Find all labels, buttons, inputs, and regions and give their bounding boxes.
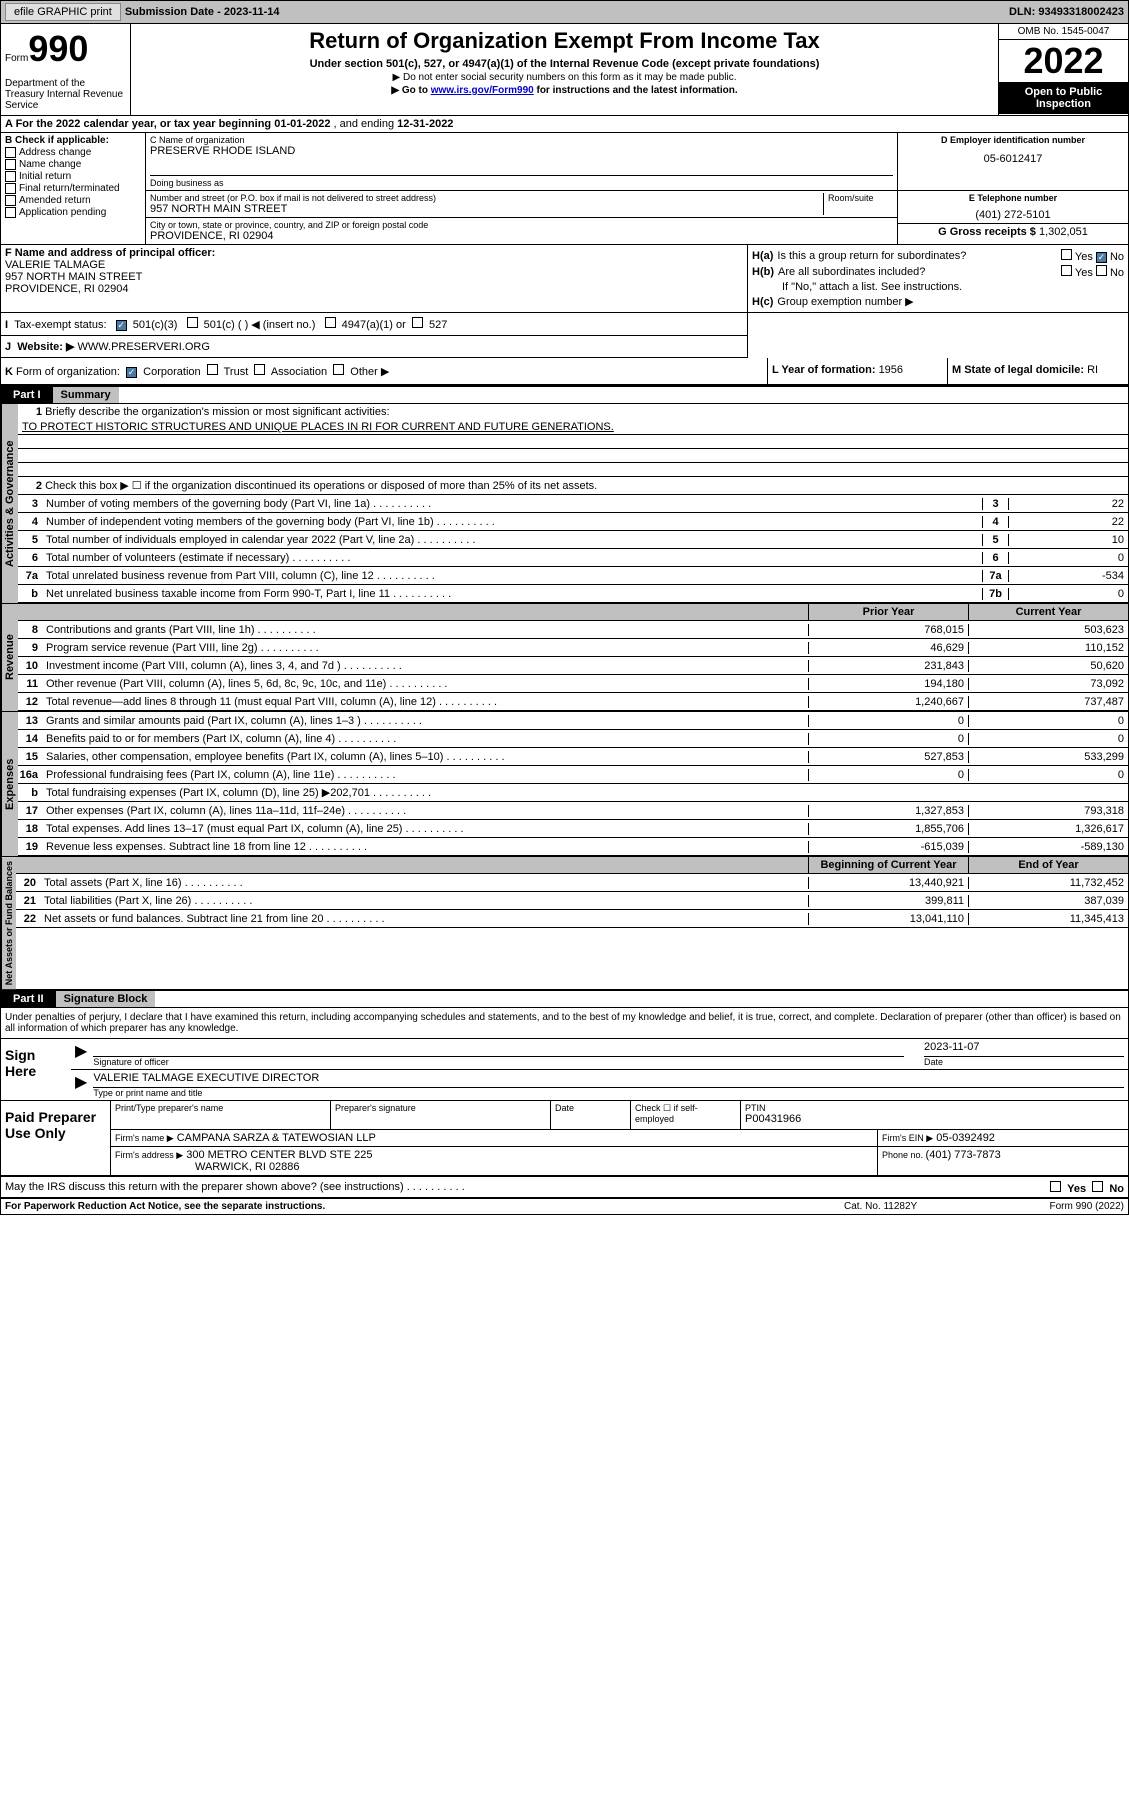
declaration-text: Under penalties of perjury, I declare th…	[1, 1008, 1128, 1038]
telephone: (401) 272-5101	[902, 209, 1124, 221]
catalog-number: Cat. No. 11282Y	[844, 1201, 984, 1212]
row-i: I Tax-exempt status: 501(c)(3) 501(c) ( …	[1, 313, 747, 336]
part-ii-title: Signature Block	[56, 991, 156, 1007]
part-i-header: Part I	[1, 387, 53, 403]
chk-hb-yes[interactable]	[1061, 265, 1072, 276]
note-link: ▶ Go to www.irs.gov/Form990 for instruct…	[135, 85, 994, 96]
department: Department of the Treasury Internal Reve…	[5, 78, 126, 111]
prior-year-header: Prior Year	[808, 604, 968, 620]
note-ssn: ▶ Do not enter social security numbers o…	[135, 72, 994, 83]
net-assets-label: Net Assets or Fund Balances	[1, 857, 16, 989]
form-title: Return of Organization Exempt From Incom…	[135, 28, 994, 54]
efile-button[interactable]: efile GRAPHIC print	[5, 3, 121, 21]
part-ii-header: Part II	[1, 991, 56, 1007]
section-h: H(a) Is this a group return for subordin…	[748, 245, 1128, 312]
omb-number: OMB No. 1545-0047	[999, 24, 1128, 40]
expenses-label: Expenses	[1, 712, 18, 856]
chk-501c3[interactable]	[116, 320, 127, 331]
top-bar: efile GRAPHIC print Submission Date - 20…	[1, 1, 1128, 24]
mission-text: TO PROTECT HISTORIC STRUCTURES AND UNIQU…	[22, 421, 614, 433]
chk-application-pending[interactable]	[5, 207, 16, 218]
arrow-icon: ▶	[75, 1072, 87, 1098]
firm-name: CAMPANA SARZA & TATEWOSIAN LLP	[177, 1132, 376, 1144]
ptin: P00431966	[745, 1113, 1124, 1125]
chk-irs-yes[interactable]	[1050, 1181, 1061, 1192]
officer-name-title: VALERIE TALMAGE EXECUTIVE DIRECTOR	[93, 1072, 1124, 1088]
chk-final-return[interactable]	[5, 183, 16, 194]
firm-ein: 05-0392492	[936, 1132, 995, 1144]
form-header: Form990 Department of the Treasury Inter…	[1, 24, 1128, 116]
chk-trust[interactable]	[207, 364, 218, 375]
beginning-year-header: Beginning of Current Year	[808, 857, 968, 873]
officer-name: VALERIE TALMAGE	[5, 259, 743, 271]
chk-association[interactable]	[254, 364, 265, 375]
row-l: L Year of formation: 1956	[768, 358, 948, 384]
chk-address-change[interactable]	[5, 147, 16, 158]
open-public-badge: Open to Public Inspection	[999, 82, 1128, 114]
sign-here-label: Sign Here	[1, 1039, 71, 1100]
revenue-label: Revenue	[1, 604, 18, 711]
row-k: K Form of organization: Corporation Trus…	[1, 358, 768, 384]
paperwork-notice: For Paperwork Reduction Act Notice, see …	[5, 1201, 844, 1212]
section-f: F Name and address of principal officer:…	[1, 245, 748, 312]
chk-527[interactable]	[412, 317, 423, 328]
section-d: D Employer identification number 05-6012…	[898, 133, 1128, 190]
street-address: 957 NORTH MAIN STREET	[150, 203, 823, 215]
section-b: B Check if applicable: Address change Na…	[1, 133, 146, 244]
submission-label: Submission Date - 2023-11-14	[125, 6, 280, 18]
row-m: M State of legal domicile: RI	[948, 358, 1128, 384]
firm-address-1: 300 METRO CENTER BLVD STE 225	[186, 1149, 372, 1161]
chk-initial-return[interactable]	[5, 171, 16, 182]
city-state-zip: PROVIDENCE, RI 02904	[150, 230, 428, 242]
chk-corporation[interactable]	[126, 367, 137, 378]
preparer-phone: (401) 773-7873	[926, 1149, 1001, 1161]
end-year-header: End of Year	[968, 857, 1128, 873]
row-a-tax-year: A For the 2022 calendar year, or tax yea…	[1, 116, 1128, 133]
paid-preparer-label: Paid Preparer Use Only	[1, 1101, 111, 1175]
org-name: PRESERVE RHODE ISLAND	[150, 145, 893, 157]
form-version: Form 990 (2022)	[984, 1201, 1124, 1212]
chk-hb-no[interactable]	[1096, 265, 1107, 276]
current-year-header: Current Year	[968, 604, 1128, 620]
form-subtitle: Under section 501(c), 527, or 4947(a)(1)…	[135, 58, 994, 70]
ein: 05-6012417	[902, 153, 1124, 165]
section-e: E Telephone number (401) 272-5101	[898, 191, 1128, 224]
section-g: G Gross receipts $ 1,302,051	[898, 224, 1128, 240]
part-i-title: Summary	[53, 387, 119, 403]
activities-governance-label: Activities & Governance	[1, 404, 18, 603]
tax-year: 2022	[999, 40, 1128, 82]
website: WWW.PRESERVERI.ORG	[77, 341, 209, 353]
row-j: J Website: ▶ WWW.PRESERVERI.ORG	[1, 336, 747, 358]
signature-date: 2023-11-07	[924, 1041, 1124, 1057]
chk-501c[interactable]	[187, 317, 198, 328]
chk-ha-no[interactable]	[1096, 252, 1107, 263]
chk-irs-no[interactable]	[1092, 1181, 1103, 1192]
dln: DLN: 93493318002423	[1009, 6, 1124, 18]
chk-amended[interactable]	[5, 195, 16, 206]
chk-ha-yes[interactable]	[1061, 249, 1072, 260]
arrow-icon: ▶	[75, 1041, 87, 1067]
gross-receipts: 1,302,051	[1039, 226, 1088, 238]
chk-other[interactable]	[333, 364, 344, 375]
firm-address-2: WARWICK, RI 02886	[115, 1161, 873, 1173]
chk-4947[interactable]	[325, 317, 336, 328]
instructions-link[interactable]: www.irs.gov/Form990	[431, 85, 534, 96]
may-irs-discuss: May the IRS discuss this return with the…	[1, 1177, 1128, 1199]
form-number: 990	[28, 28, 88, 69]
section-c: C Name of organization PRESERVE RHODE IS…	[146, 133, 898, 190]
form-label: Form	[5, 53, 28, 64]
chk-name-change[interactable]	[5, 159, 16, 170]
